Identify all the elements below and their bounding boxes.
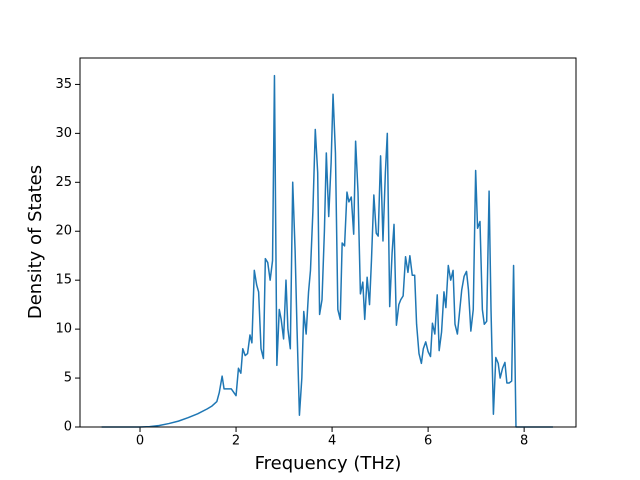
y-tick-label: 30	[55, 126, 72, 141]
x-tick-label: 0	[136, 434, 144, 449]
y-tick-label: 25	[55, 175, 72, 190]
y-tick-label: 20	[55, 224, 72, 239]
y-axis-label: Density of States	[25, 165, 46, 319]
x-tick-label: 4	[328, 434, 336, 449]
x-tick-label: 8	[520, 434, 528, 449]
y-tick-label: 0	[64, 420, 72, 435]
data-line	[101, 74, 553, 428]
x-tick-label: 2	[232, 434, 240, 449]
y-tick-label: 35	[55, 77, 72, 92]
y-tick-label: 5	[64, 371, 72, 386]
x-tick-label: 6	[424, 434, 432, 449]
x-axis-label: Frequency (THz)	[255, 453, 402, 474]
axes-frame	[79, 57, 577, 428]
y-tick-label: 15	[55, 273, 72, 288]
y-tick-label: 10	[55, 322, 72, 337]
